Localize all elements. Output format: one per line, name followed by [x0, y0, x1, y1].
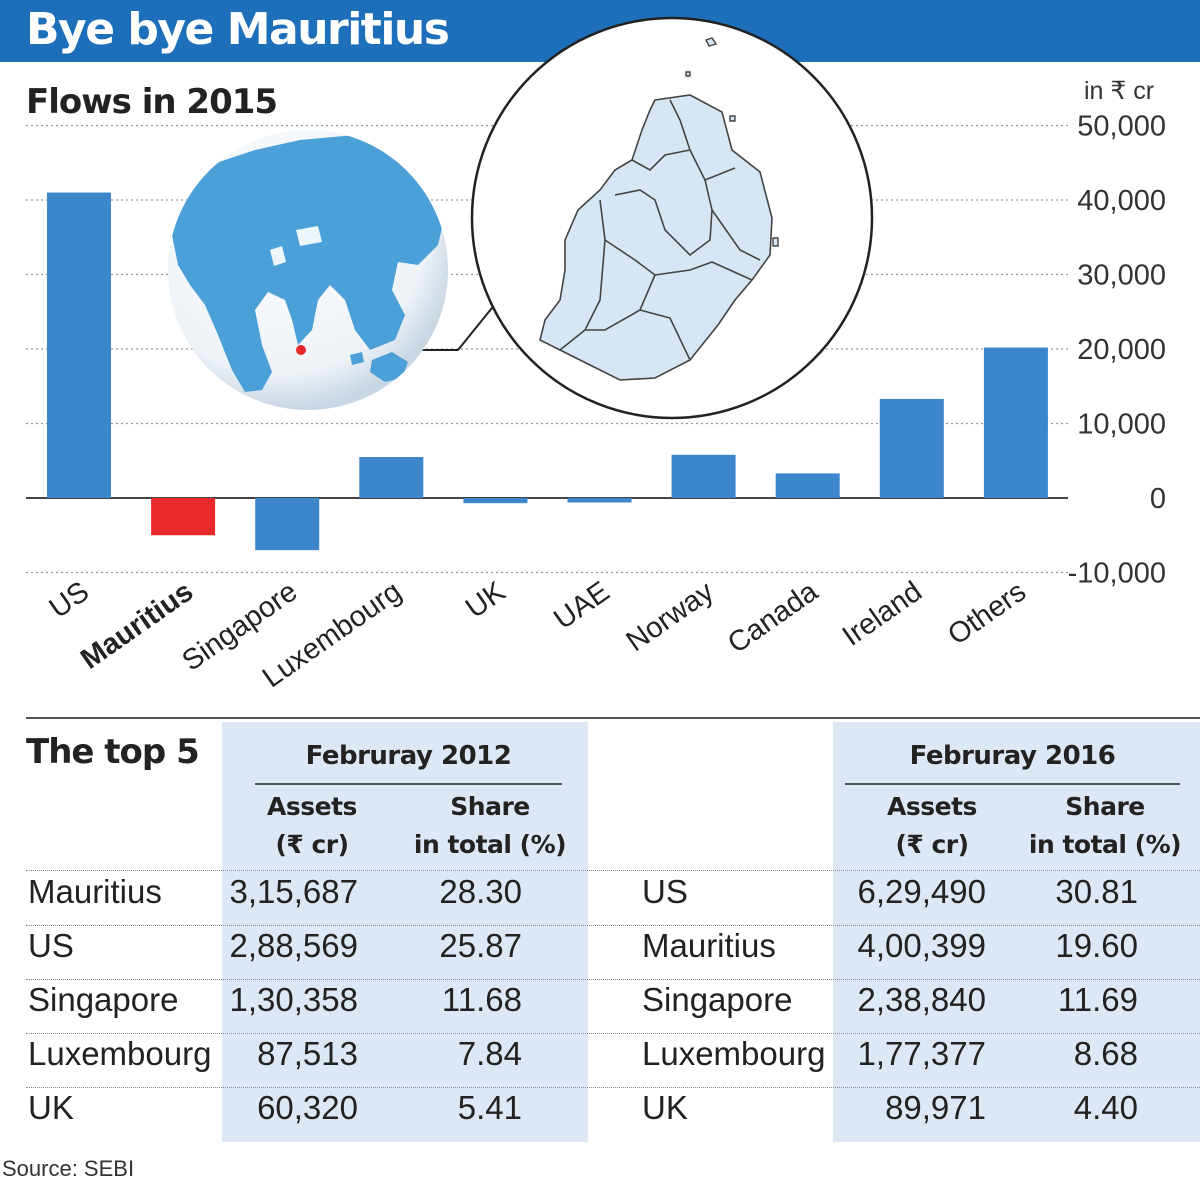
- col-shade-2012: [222, 722, 588, 1142]
- col-header-line: in total (%): [1028, 830, 1182, 859]
- mauritius-map: [539, 94, 773, 381]
- cell-assets-2012: 87,513: [257, 1035, 358, 1072]
- map-islets: [685, 37, 779, 247]
- bar-uk: [463, 498, 528, 504]
- globe-landmass: [172, 135, 445, 392]
- bar-singapore: [255, 498, 320, 551]
- cell-assets-2012: 60,320: [257, 1089, 358, 1126]
- col-header-line: Assets: [267, 792, 357, 821]
- table-title: The top 5: [26, 732, 200, 772]
- y-tick-label: -10,000: [1068, 558, 1166, 590]
- cell-country-2016: Singapore: [642, 981, 793, 1018]
- row-separator: [26, 925, 1200, 926]
- cell-assets-2016: 2,38,840: [857, 981, 986, 1018]
- cell-share-2012: 28.30: [439, 873, 522, 910]
- x-category-label: Norway: [621, 575, 720, 658]
- y-tick-label: 40,000: [1077, 185, 1166, 217]
- cell-country-2016: UK: [642, 1089, 688, 1126]
- cell-country-2016: Luxembourg: [642, 1035, 826, 1072]
- period-header-2016: Februray 2016: [909, 741, 1116, 771]
- x-category-label: UK: [460, 575, 512, 625]
- y-tick-label: 30,000: [1077, 260, 1166, 292]
- cell-share-2016: 8.68: [1073, 1035, 1138, 1072]
- cell-share-2016: 11.69: [1057, 981, 1138, 1018]
- section-divider: [26, 717, 1200, 719]
- cell-country-2016: US: [642, 873, 688, 910]
- col-header-line: in total (%): [413, 830, 567, 859]
- cell-share-2016: 19.60: [1055, 927, 1138, 964]
- col-header-assets-2012: Assets (₹ cr): [242, 788, 382, 864]
- cell-share-2012: 5.41: [457, 1089, 522, 1126]
- flows-bar-chart: 50,000 40,000 30,000 20,000 10,000 0 -10,000 U…: [26, 16, 1166, 694]
- row-separator: [26, 870, 1200, 871]
- chart-title: Flows in 2015: [26, 82, 278, 122]
- row-separator: [26, 1087, 1200, 1088]
- period-header-2012: Februray 2012: [305, 741, 512, 771]
- period-underline-2016: [845, 783, 1180, 785]
- mauritius-marker: [296, 345, 306, 355]
- period-underline-2012: [255, 783, 562, 785]
- cell-assets-2016: 89,971: [885, 1089, 986, 1126]
- cell-country-2012: Singapore: [28, 981, 179, 1018]
- y-tick-label: 0: [1150, 483, 1166, 515]
- col-header-line: (₹ cr): [275, 830, 349, 859]
- bar-norway: [671, 454, 736, 498]
- cell-country-2012: Luxembourg: [28, 1035, 212, 1072]
- cell-assets-2012: 3,15,687: [229, 873, 358, 910]
- bar-us: [47, 192, 111, 499]
- y-tick-label: 50,000: [1077, 111, 1166, 143]
- col-header-share-2016: Share in total (%): [1025, 788, 1185, 864]
- cell-assets-2016: 4,00,399: [857, 927, 986, 964]
- y-tick-label: 10,000: [1077, 409, 1166, 441]
- col-header-assets-2016: Assets (₹ cr): [862, 788, 1002, 864]
- col-header-line: Share: [1065, 792, 1145, 821]
- bar-ireland: [879, 398, 944, 498]
- x-category-label: Canada: [722, 575, 824, 660]
- cell-share-2016: 30.81: [1055, 873, 1138, 910]
- bar-others: [983, 347, 1048, 498]
- row-separator: [26, 1033, 1200, 1034]
- cell-assets-2016: 1,77,377: [857, 1035, 986, 1072]
- x-category-label: Others: [942, 576, 1032, 652]
- infographic-title: Bye bye Mauritius: [26, 4, 450, 55]
- unit-label: in ₹ cr: [1084, 77, 1155, 105]
- x-category-label: UAE: [548, 576, 615, 636]
- mauritius-map-inset: [168, 16, 874, 420]
- bar-luxembourg: [359, 457, 424, 498]
- cell-country-2016: Mauritius: [642, 927, 776, 964]
- x-category-label: US: [44, 576, 95, 625]
- cell-share-2016: 4.40: [1073, 1089, 1138, 1126]
- cell-country-2012: UK: [28, 1089, 74, 1126]
- cell-assets-2012: 1,30,358: [229, 981, 358, 1018]
- cell-country-2012: Mauritius: [28, 873, 162, 910]
- cell-share-2012: 7.84: [457, 1035, 522, 1072]
- cell-share-2012: 25.87: [439, 927, 522, 964]
- col-header-line: Share: [450, 792, 530, 821]
- col-shade-2016: [833, 722, 1200, 1142]
- cell-assets-2012: 2,88,569: [229, 927, 358, 964]
- x-category-label: Ireland: [837, 576, 928, 653]
- y-tick-label: 20,000: [1077, 334, 1166, 366]
- bar-canada: [775, 473, 840, 498]
- bar-uae: [567, 498, 632, 503]
- col-header-share-2012: Share in total (%): [410, 788, 570, 864]
- col-header-line: (₹ cr): [895, 830, 969, 859]
- cell-country-2012: US: [28, 927, 74, 964]
- row-separator: [26, 979, 1200, 980]
- source-note: Source: SEBI: [2, 1156, 135, 1181]
- bar-mauritius: [151, 498, 216, 536]
- cell-share-2012: 11.68: [441, 981, 522, 1018]
- col-header-line: Assets: [887, 792, 977, 821]
- x-category-label: Mauritius: [75, 576, 199, 676]
- cell-assets-2016: 6,29,490: [857, 873, 986, 910]
